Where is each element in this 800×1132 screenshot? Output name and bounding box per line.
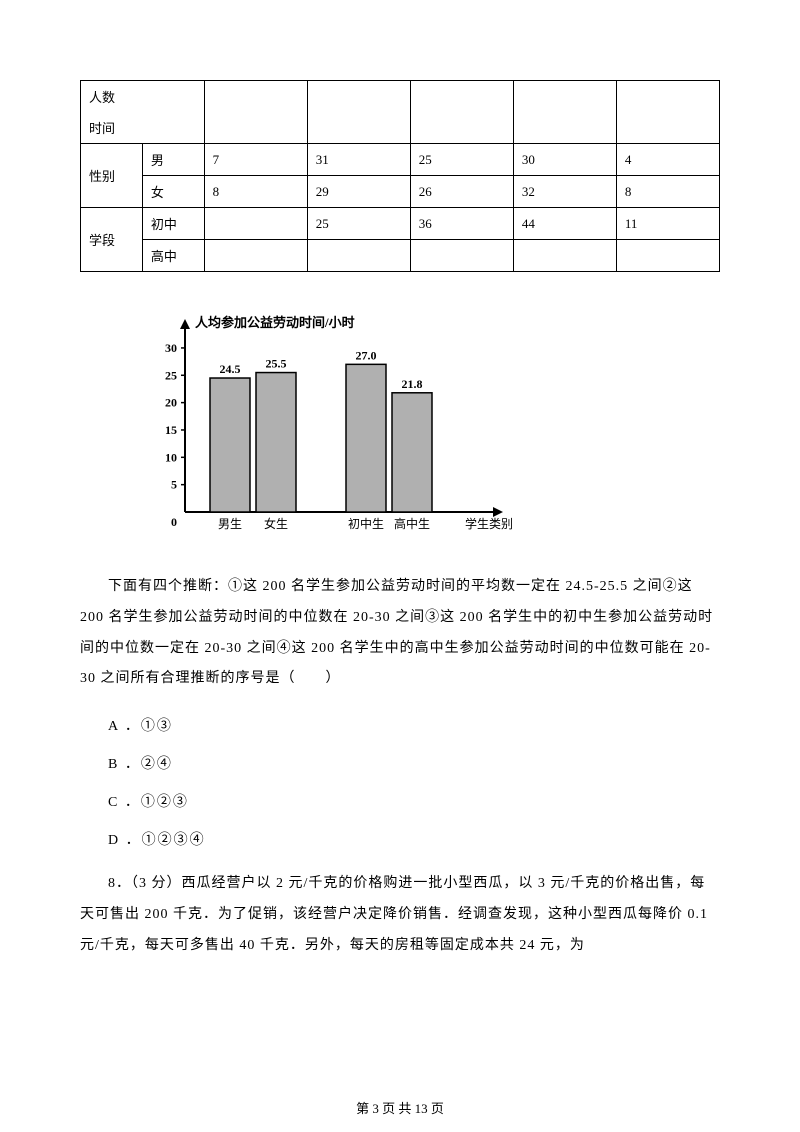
svg-text:30: 30	[165, 341, 177, 355]
svg-text:20: 20	[165, 396, 177, 410]
svg-text:21.8: 21.8	[402, 377, 423, 391]
question-text: 下面有四个推断：①这 200 名学生参加公益劳动时间的平均数一定在 24.5-2…	[80, 572, 720, 695]
table-corner-header: 人数 时间	[81, 81, 205, 144]
row-stage: 学段	[81, 208, 143, 272]
svg-text:0: 0	[171, 515, 177, 529]
svg-text:5: 5	[171, 478, 177, 492]
row-male: 男	[142, 144, 204, 176]
chart-svg: 人均参加公益劳动时间/小时学生类别 0 5 10 15 20 25 30 24.5 男生 25.5 女…	[140, 302, 520, 542]
option-d: D ．①②③④	[108, 829, 720, 849]
row-gender: 性别	[81, 144, 143, 208]
table-row: 学段 初中 25 36 44 11	[81, 208, 720, 240]
svg-text:25: 25	[165, 368, 177, 382]
svg-text:男生: 男生	[218, 517, 242, 531]
svg-text:15: 15	[165, 423, 177, 437]
table-row: 高中	[81, 240, 720, 272]
option-c: C ．①②③	[108, 791, 720, 811]
bar-chart: 人均参加公益劳动时间/小时学生类别 0 5 10 15 20 25 30 24.5 男生 25.5 女…	[140, 302, 520, 542]
option-a: A ．①③	[108, 715, 720, 735]
option-b: B ．②④	[108, 753, 720, 773]
svg-text:27.0: 27.0	[356, 348, 377, 362]
svg-text:人均参加公益劳动时间/小时: 人均参加公益劳动时间/小时	[195, 315, 355, 330]
table-row: 性别 男 7 31 25 30 4	[81, 144, 720, 176]
row-female: 女	[142, 176, 204, 208]
svg-text:女生: 女生	[264, 516, 288, 531]
row-high: 高中	[142, 240, 204, 272]
question-8-text: 8．（3 分）西瓜经营户以 2 元/千克的价格购进一批小型西瓜，以 3 元/千克…	[80, 869, 720, 961]
svg-text:10: 10	[165, 450, 177, 464]
row-middle: 初中	[142, 208, 204, 240]
table-row: 女 8 29 26 32 8	[81, 176, 720, 208]
data-table: 人数 时间 性别 男 7 31 25 30 4 女 8 29 26 32 8 学…	[80, 80, 720, 272]
svg-text:24.5: 24.5	[220, 362, 241, 376]
svg-text:25.5: 25.5	[266, 357, 287, 371]
svg-text:高中生: 高中生	[394, 516, 430, 531]
svg-text:学生类别: 学生类别	[465, 516, 513, 531]
svg-text:初中生: 初中生	[348, 516, 384, 531]
page-footer: 第 3 页 共 13 页	[0, 1098, 800, 1117]
